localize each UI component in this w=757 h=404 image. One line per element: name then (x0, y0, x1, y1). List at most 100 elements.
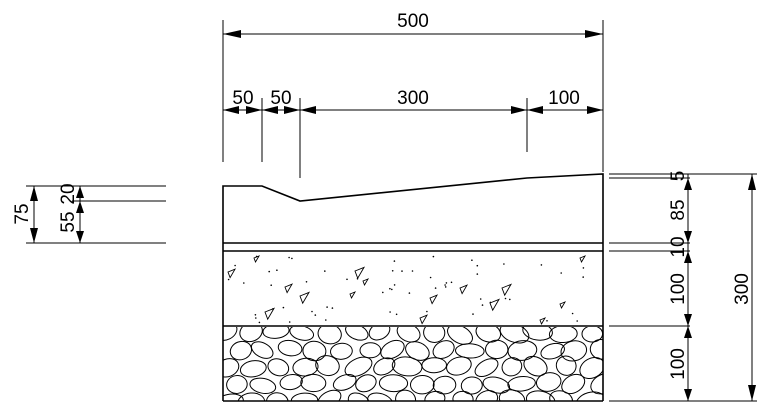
segment-2-label: 50 (270, 88, 291, 109)
stone-shape (424, 390, 446, 401)
aggregate-triangle (354, 266, 366, 280)
aggregate-dot (305, 281, 308, 283)
aggregate-dot (472, 313, 474, 315)
stone-shape (432, 375, 457, 395)
stone-shape (237, 392, 266, 401)
right-dim-100-upper-label: 100 (668, 273, 689, 305)
stone-shape (523, 355, 548, 377)
aggregate-triangle (299, 291, 311, 305)
segment-3-label: 300 (397, 88, 429, 109)
aggregate-dot (503, 263, 505, 265)
arrowhead (748, 385, 756, 401)
arrowhead (284, 106, 300, 114)
aggregate-dot (546, 320, 548, 322)
aggregate-triangle (284, 283, 294, 294)
aggregate-dot (476, 264, 479, 267)
aggregate-triangle (264, 307, 276, 321)
aggregate-dot (560, 272, 562, 274)
stone-shape (279, 374, 303, 391)
stone-shape (277, 339, 303, 357)
right-dimension-group: 5 85 10 100 100 300 (609, 171, 757, 402)
arrowhead (246, 106, 262, 114)
aggregate-dot (393, 284, 396, 286)
aggregate-dot (408, 292, 411, 294)
aggregate-dot (324, 270, 326, 272)
curb-profile-outline (222, 173, 604, 243)
arrowhead (527, 106, 543, 114)
aggregate-triangle (559, 301, 567, 310)
stone-shape (367, 392, 394, 401)
stone-shape (475, 327, 502, 343)
stone-shape (239, 327, 263, 343)
stone-shape (289, 327, 315, 341)
stone-shape (432, 340, 455, 360)
stone-shape (368, 327, 391, 341)
crushed-stone-hatch (223, 327, 603, 401)
arrowhead (684, 231, 692, 243)
stone-shape (223, 358, 240, 378)
stone-shape (581, 327, 603, 343)
stone-shape (455, 343, 485, 359)
aggregate-dot (489, 301, 492, 304)
arrowhead (76, 201, 84, 213)
stone-shape (317, 327, 342, 345)
stone-shape (355, 374, 377, 393)
stone-shape (302, 340, 327, 362)
aggregate-dot (270, 284, 273, 287)
aggregate-triangle (489, 298, 501, 312)
aggregate-dot (288, 321, 291, 323)
stone-shape (267, 358, 290, 377)
aggregate-dot (268, 270, 271, 273)
aggregate-dot (540, 264, 543, 266)
overall-width-label: 500 (397, 11, 429, 32)
aggregate-dot (576, 320, 578, 322)
aggregate-dot (258, 321, 261, 324)
stone-shape (421, 357, 447, 374)
aggregate-dot (476, 273, 479, 275)
segment-1-label: 50 (232, 88, 253, 109)
aggregate-dot (509, 298, 511, 301)
stone-shape (359, 342, 382, 359)
arrowhead (76, 231, 84, 243)
aggregate-dot (243, 282, 245, 284)
aggregate-dot (426, 310, 428, 313)
stone-shape (345, 327, 369, 341)
aggregate-triangle (459, 284, 469, 295)
stone-shape (549, 390, 573, 401)
stone-shape (239, 360, 267, 378)
left-upper-label: 20 (58, 183, 79, 204)
aggregate-dot (282, 306, 285, 309)
aggregate-dot (276, 269, 278, 272)
stone-shape (347, 392, 370, 401)
stone-shape (344, 356, 373, 377)
aggregate-dot (391, 270, 394, 272)
stone-shape (447, 327, 473, 345)
stone-shape (396, 327, 421, 343)
stone-shape (575, 391, 603, 401)
stone-shape (446, 356, 472, 376)
stone-shape (548, 327, 578, 344)
aggregate-dot (272, 308, 274, 310)
stone-shape (300, 373, 327, 393)
right-dim-100-lower-label: 100 (668, 348, 689, 380)
aggregate-triangle (579, 255, 587, 264)
left-lower-label: 55 (58, 211, 79, 232)
concrete-hatch (227, 255, 587, 326)
aggregate-dot (471, 259, 473, 262)
stone-shape (226, 375, 248, 394)
aggregate-dot (393, 260, 396, 262)
stone-shape (250, 341, 274, 359)
aggregate-dot (254, 314, 257, 316)
aggregate-triangle (419, 314, 429, 325)
arrowhead (30, 228, 38, 243)
aggregate-triangle (362, 278, 370, 287)
stone-shape (560, 340, 588, 362)
arrowhead (511, 106, 527, 114)
aggregate-dot (444, 286, 447, 288)
aggregate-dot (234, 264, 236, 267)
stone-shape (262, 327, 290, 339)
arrowhead (684, 389, 692, 401)
stone-shape (507, 375, 536, 392)
aggregate-dot (479, 298, 482, 300)
arrowhead (300, 106, 316, 114)
